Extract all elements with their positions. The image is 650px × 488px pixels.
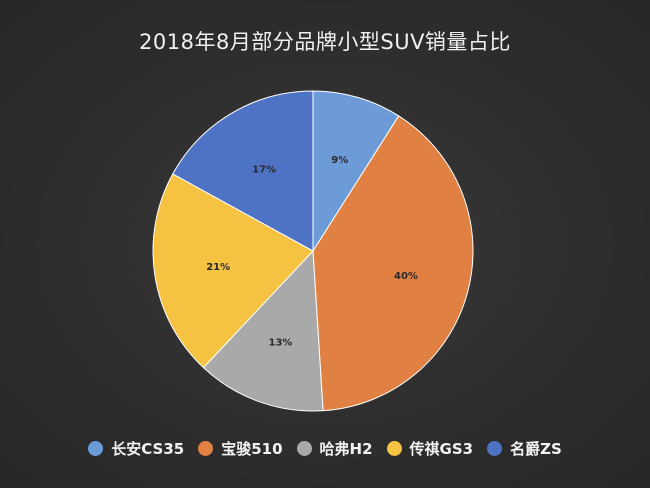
- pie-slice-0: [312, 90, 400, 253]
- slice-label-4: 17%: [252, 164, 276, 175]
- legend-item-0: 长安CS35: [88, 438, 184, 459]
- legend: 长安CS35 宝骏510 哈弗H2 传祺GS3 名爵ZS: [0, 438, 650, 459]
- pie-slice-1: [312, 115, 474, 412]
- legend-item-1: 宝骏510: [198, 438, 283, 459]
- slice-label-3: 21%: [206, 262, 230, 273]
- legend-swatch-3: [386, 441, 402, 456]
- legend-item-3: 传祺GS3: [386, 438, 474, 459]
- legend-swatch-0: [88, 441, 104, 456]
- slice-label-1: 40%: [394, 271, 418, 282]
- legend-label-0: 长安CS35: [111, 440, 185, 458]
- legend-label-3: 传祺GS3: [409, 440, 474, 458]
- legend-swatch-4: [487, 441, 503, 456]
- legend-swatch-2: [296, 441, 312, 456]
- slice-label-0: 9%: [331, 155, 348, 166]
- legend-label-2: 哈弗H2: [319, 440, 373, 458]
- slice-label-2: 13%: [269, 337, 293, 348]
- legend-label-4: 名爵ZS: [510, 440, 562, 458]
- pie-slice-2: [202, 249, 324, 412]
- pie-slice-3: [152, 173, 314, 369]
- legend-swatch-1: [198, 441, 214, 456]
- legend-item-4: 名爵ZS: [487, 438, 562, 459]
- legend-label-1: 宝骏510: [221, 440, 283, 458]
- pie-slice-4: [172, 90, 314, 252]
- chart-title: 2018年8月部分品牌小型SUV销量占比: [139, 30, 511, 54]
- legend-item-2: 哈弗H2: [296, 438, 373, 459]
